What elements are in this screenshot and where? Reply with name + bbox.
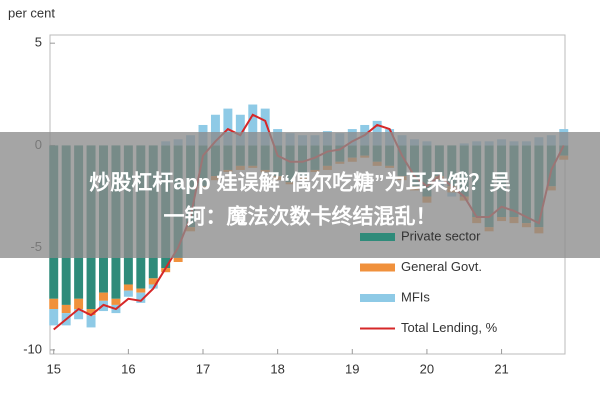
bar-segment [136, 288, 146, 293]
bar-segment [235, 114, 245, 146]
legend-label: MFIs [401, 289, 430, 304]
legend-label: Total Lending, % [401, 320, 498, 335]
bar-segment [49, 298, 59, 310]
y-tick-label: 5 [35, 35, 42, 50]
bar-segment [123, 290, 133, 297]
x-tick-label: 19 [345, 361, 359, 376]
y-axis-label: per cent [8, 5, 55, 20]
bar-segment [210, 114, 220, 146]
y-tick-label: -10 [23, 341, 42, 356]
legend-swatch [360, 294, 395, 302]
bar-segment [173, 257, 183, 262]
banner-text: 一钶：魔法次数卡终结混乱！ [164, 205, 437, 229]
x-tick-label: 15 [46, 361, 60, 376]
bar-segment [223, 108, 233, 146]
legend-swatch [360, 263, 395, 272]
bar-segment [248, 104, 258, 146]
bar-segment [49, 309, 59, 326]
banner-text: 炒股杠杆app 娃误解“偶尔吃糖”为耳朵饿？吴 [89, 171, 510, 195]
legend-label: General Govt. [401, 259, 482, 274]
bar-segment [74, 309, 84, 320]
x-tick-label: 20 [420, 361, 434, 376]
legend-swatch [360, 233, 395, 241]
bar-segment [148, 278, 158, 285]
x-tick-label: 17 [196, 361, 210, 376]
x-tick-label: 18 [270, 361, 284, 376]
x-tick-label: 21 [494, 361, 508, 376]
bar-segment [86, 315, 96, 328]
bar-segment [86, 309, 96, 316]
bar-segment [123, 284, 133, 291]
bar-segment [74, 298, 84, 310]
x-tick-label: 16 [121, 361, 135, 376]
bar-segment [148, 284, 158, 289]
bar-segment [99, 292, 108, 301]
banner [0, 132, 600, 258]
bar-segment [260, 108, 270, 146]
legend-label: Private sector [401, 228, 481, 243]
bar-segment [111, 298, 121, 305]
bar-segment [136, 292, 146, 303]
bar-segment [61, 304, 71, 314]
bar-segment [161, 268, 171, 273]
